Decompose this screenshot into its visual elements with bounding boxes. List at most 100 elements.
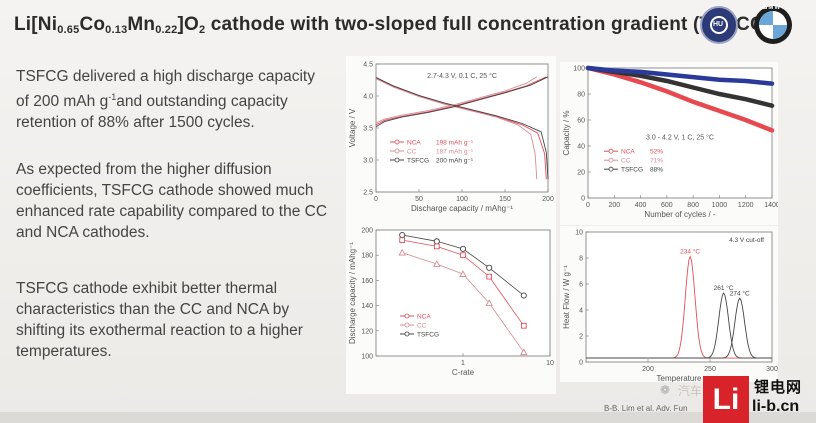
y-tick-label: 80 [577, 92, 585, 99]
x-tick-label: 1200 [738, 202, 754, 209]
data-point [399, 231, 406, 239]
legend-marker [404, 331, 410, 337]
citation: B-B. Lim et al. Adv. Fun [604, 404, 688, 413]
slide-title: Li[Ni0.65Co0.13Mn0.22]O2 cathode with tw… [14, 14, 771, 36]
legend-marker [404, 313, 410, 319]
y-tick-label: 4.5 [363, 62, 373, 69]
y-tick-label: 60 [577, 118, 585, 125]
y-tick-label: 100 [573, 66, 585, 73]
legend-marker [608, 166, 614, 172]
y-tick-label: 3.0 [363, 158, 373, 165]
legend-value: 187 mAh g⁻¹ [436, 149, 474, 156]
legend-value: 52% [650, 149, 663, 156]
x-axis-label: Discharge capacity / mAhg⁻¹ [411, 204, 513, 213]
x-tick-label: 300 [766, 366, 778, 373]
data-point [433, 238, 440, 245]
peak-line [586, 297, 772, 359]
rate-capability-chart: 1 10 100 120 140 160 180 200 C-rate Discharge cap… [346, 220, 556, 394]
x-tick-label: 0 [374, 196, 378, 203]
legend-label: TSFCG [417, 332, 439, 339]
series-band [585, 65, 775, 86]
voltage-profile-svg: 0 50 100 150 200 2.5 3.0 3.5 4.0 4.5 Discharge cap… [348, 62, 554, 214]
wechat-icon: ❁ [660, 383, 671, 397]
series-line [375, 76, 549, 128]
y-tick-label: 4.0 [363, 94, 373, 101]
series-line [375, 78, 538, 180]
x-tick-label: 10 [546, 360, 554, 367]
legend-label: CC [621, 158, 631, 165]
x-axis-label: Number of cycles / - [644, 210, 715, 219]
rate-capability-svg: 1 10 100 120 140 160 180 200 C-rate Discharge cap… [348, 228, 554, 378]
y-tick-label: 120 [361, 328, 373, 335]
footer-bar [0, 412, 816, 423]
li-b-logo-cn: 锂电网 [754, 379, 803, 396]
data-point [486, 264, 493, 271]
y-tick-label: 2 [579, 334, 583, 341]
dsc-heat-flow-chart: 200 250 300 0 2 4 6 8 10 Temperature Heat Flow / W… [560, 226, 778, 382]
y-tick-label: 20 [577, 170, 585, 177]
y-tick-label: 200 [361, 228, 373, 235]
title-sub-co: 0.13 [105, 24, 128, 36]
condition-label: 4.3 V cut-off [729, 237, 764, 244]
title-text-4: ]O [177, 14, 199, 35]
series-band [585, 65, 775, 133]
series-line [375, 76, 549, 180]
voltage-profile-chart: 0 50 100 150 200 2.5 3.0 3.5 4.0 4.5 Discharge cap… [346, 56, 556, 221]
legend-marker [404, 322, 410, 328]
x-axis-label: C-rate [452, 368, 475, 377]
data-point [520, 322, 527, 329]
data-point [433, 243, 440, 250]
title-text-3: Mn [127, 14, 156, 35]
x-tick-label: 800 [687, 202, 699, 209]
x-tick-label: 250 [704, 366, 716, 373]
data-point [398, 248, 406, 256]
data-point [459, 245, 467, 252]
plot-frame [585, 231, 773, 363]
peak-label: 261 °C [714, 284, 734, 292]
y-tick-label: 180 [361, 253, 373, 260]
x-tick-label: 200 [542, 196, 554, 203]
legend-marker [608, 157, 614, 163]
condition-label: 3.0 - 4.2 V, 1 C, 25 °C [646, 134, 714, 142]
paragraph-thermal: TSFCG cathode exhibit better thermal cha… [16, 280, 303, 360]
x-tick-label: 200 [642, 366, 654, 373]
legend-marker [394, 157, 400, 163]
legend-label: CC [417, 323, 427, 330]
data-point [485, 299, 493, 306]
peak-label: 234 °C [680, 248, 700, 256]
li-b-logo: Li [703, 376, 749, 423]
cycle-life-chart: 0 200 400 600 800 1000 1200 1400 0 20 40 60 80 100 Num… [560, 62, 778, 225]
y-tick-label: 160 [361, 278, 373, 285]
paragraph-discharge-capacity: TSFCG delivered a high discharge capacit… [16, 68, 315, 132]
x-tick-label: 0 [586, 202, 590, 209]
condition-label: 2.7-4.3 V, 0.1 C, 25 °C [427, 72, 497, 80]
x-tick-label: 100 [456, 196, 468, 203]
data-point [460, 252, 466, 259]
y-tick-label: 4 [579, 308, 583, 315]
legend-value: 200 mAh g⁻¹ [436, 158, 474, 165]
y-axis-label: Voltage / V [348, 108, 357, 147]
paragraph-rate-capability: As expected from the higher diffusion co… [16, 161, 328, 241]
data-point [520, 348, 528, 356]
y-axis-label: Discharge capacity / mAhg⁻¹ [348, 242, 357, 344]
y-tick-label: 0 [581, 196, 585, 203]
x-tick-label: 1400 [764, 202, 778, 209]
title-text-2: Co [79, 14, 106, 35]
legend-value: 88% [650, 167, 663, 174]
y-tick-label: 6 [579, 282, 583, 289]
legend-marker [608, 148, 614, 154]
title-sub-o: 2 [198, 24, 206, 36]
x-tick-label: 600 [661, 202, 673, 209]
university-seal-logo: HU [700, 6, 738, 44]
title-text-5: cathode with two-sloped full concentrati… [205, 14, 772, 35]
y-axis-label: Capacity / % [562, 111, 571, 156]
li-b-url: li-b.cn [752, 398, 800, 415]
legend-marker [394, 148, 400, 154]
legend-value: 198 mAh g⁻¹ [436, 140, 474, 147]
legend-label: TSFCG [621, 167, 643, 174]
data-point [520, 292, 527, 299]
y-tick-label: 8 [579, 256, 583, 263]
x-tick-label: 1000 [712, 202, 728, 209]
x-tick-label: 400 [635, 202, 647, 209]
